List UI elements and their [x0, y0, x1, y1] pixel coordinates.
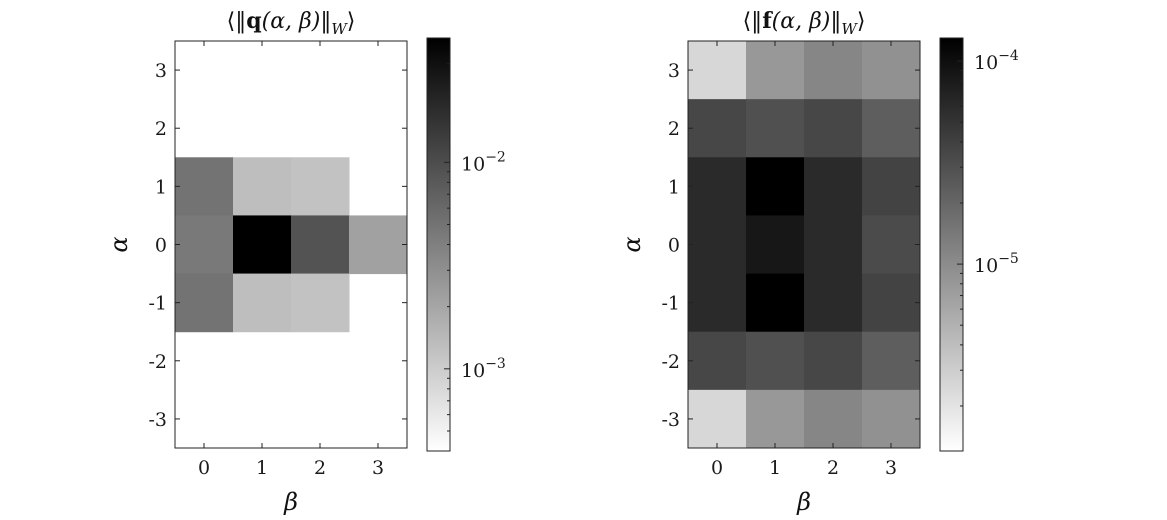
heatmap-f-cell	[862, 331, 921, 391]
heatmap-f-cell	[688, 41, 747, 100]
heatmap-f-cell	[746, 215, 805, 275]
x-tick-label: 1	[769, 457, 781, 479]
heatmap-q-cell	[291, 157, 350, 216]
colorbar-tick-label: 10−4	[974, 48, 1019, 74]
heatmap-q-cell	[349, 215, 408, 275]
y-tick-label: -2	[661, 351, 680, 373]
y-tick-label: 0	[668, 235, 680, 257]
heatmap-q-cell	[175, 157, 234, 216]
y-tick-label: 2	[668, 118, 680, 140]
colorbar-f	[939, 37, 964, 452]
heatmap-f-cell	[688, 331, 747, 391]
heatmap-f-cell	[746, 99, 805, 158]
heatmap-q-cell	[175, 273, 234, 333]
heatmap-f-cell	[746, 331, 805, 391]
heatmap-f-cell	[804, 157, 863, 216]
colorbar-q	[426, 37, 451, 452]
heatmap-f-cell	[804, 273, 863, 333]
heatmap-f-cell	[862, 99, 921, 158]
x-tick-label: 3	[885, 457, 897, 479]
colorbar-tick-label: 10−3	[461, 356, 506, 382]
heatmap-f-xlabel: β	[796, 488, 811, 516]
x-tick-label: 2	[827, 457, 839, 479]
y-tick-label: -2	[148, 351, 167, 373]
heatmap-f-cell	[688, 157, 747, 216]
y-tick-label: -3	[661, 409, 680, 431]
heatmap-q-cell	[233, 157, 292, 216]
heatmap-q-cell	[175, 215, 234, 275]
heatmap-q-ylabel: α	[105, 236, 133, 252]
heatmap-q-cell	[291, 273, 350, 333]
x-tick-label: 0	[198, 457, 210, 479]
y-tick-label: 2	[155, 118, 167, 140]
heatmap-f-title: ⟨‖f(α, β)‖W⟩	[743, 8, 866, 38]
y-tick-label: 1	[155, 176, 167, 198]
heatmap-f-cell	[862, 389, 921, 449]
colorbar-tick-label: 10−2	[461, 149, 506, 175]
x-tick-label: 0	[711, 457, 723, 479]
heatmap-f-cell	[804, 99, 863, 158]
y-tick-label: -1	[661, 293, 680, 315]
heatmap-f-cell	[688, 273, 747, 333]
heatmap-f-cell	[746, 273, 805, 333]
heatmap-q-title: ⟨‖q(α, β)‖W⟩	[227, 8, 356, 38]
heatmap-f-cell	[746, 157, 805, 216]
heatmap-f-cell	[746, 389, 805, 449]
heatmap-q-xlabel: β	[283, 488, 298, 516]
heatmap-f-cell	[862, 215, 921, 275]
y-tick-label: 0	[155, 235, 167, 257]
x-tick-label: 3	[372, 457, 384, 479]
heatmap-f-cell	[804, 389, 863, 449]
heatmap-f-cell	[688, 99, 747, 158]
heatmap-f-cell	[804, 41, 863, 100]
heatmap-q-cell	[233, 215, 292, 275]
y-tick-label: -3	[148, 409, 167, 431]
x-tick-label: 2	[314, 457, 326, 479]
heatmap-f-cell	[688, 389, 747, 449]
heatmap-f-cell	[862, 41, 921, 100]
heatmap-f-cell	[804, 215, 863, 275]
y-tick-label: -1	[148, 293, 167, 315]
heatmap-q-cell	[233, 273, 292, 333]
heatmap-f-cell	[688, 215, 747, 275]
heatmap-f-cell	[862, 157, 921, 216]
y-tick-label: 3	[668, 60, 680, 82]
colorbar-tick-label: 10−5	[974, 251, 1019, 277]
heatmap-q-panel: ⟨‖q(α, β)‖W⟩ β α 0 1 2 3 3 2 1 0 -1 -2 -3 10−2 10−3	[105, 8, 506, 516]
heatmap-f-panel: ⟨‖f(α, β)‖W⟩ β α 0 1 2 3 3 2 1 0 -1 -2 -3 10−4 10−5	[618, 8, 1019, 516]
x-tick-label: 1	[256, 457, 268, 479]
y-tick-label: 3	[155, 60, 167, 82]
heatmap-f-cell	[746, 41, 805, 100]
heatmap-f-ylabel: α	[618, 236, 646, 252]
y-tick-label: 1	[668, 176, 680, 198]
heatmap-q-cell	[291, 215, 350, 275]
heatmap-f-cell	[804, 331, 863, 391]
heatmap-f-cell	[862, 273, 921, 333]
